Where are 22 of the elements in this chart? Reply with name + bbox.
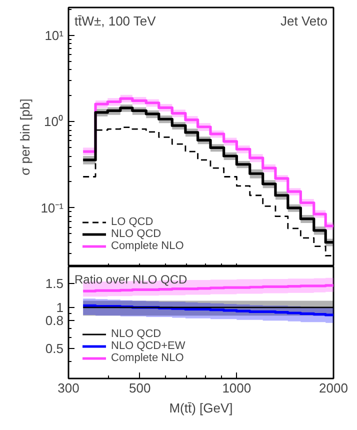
legend-label: NLO QCD (111, 328, 162, 340)
y-tick-label: 10⁻¹ (40, 200, 64, 216)
x-tick-label: 300 (58, 380, 80, 396)
y-tick-label: 0.8 (45, 313, 64, 328)
x-tick-label: 1000 (222, 380, 252, 396)
legend-label: Complete NLO (111, 352, 184, 364)
legend-label: NLO QCD (111, 228, 162, 240)
y-tick-label: 0.5 (45, 340, 64, 356)
x-tick-label: 2000 (319, 380, 348, 396)
annotation: Ratio over NLO QCD (74, 272, 188, 286)
y-tick-label: 1 (56, 300, 64, 315)
x-axis-title: M(tt̄) [GeV] (169, 400, 233, 416)
annotation: tt̄W±, 100 TeV (74, 14, 156, 28)
x-tick-label: 500 (129, 380, 151, 396)
y-tick-label: 10¹ (44, 28, 64, 43)
legend-label: Complete NLO (111, 240, 184, 252)
legend-label: NLO QCD+EW (111, 340, 186, 352)
y-tick-label: 1.5 (45, 276, 64, 291)
annotation: Jet Veto (280, 14, 328, 28)
y-axis-title: σ per bin [pb] (18, 98, 33, 176)
legend-label: LO QCD (111, 216, 154, 228)
y-tick-label: 10⁰ (44, 114, 64, 130)
